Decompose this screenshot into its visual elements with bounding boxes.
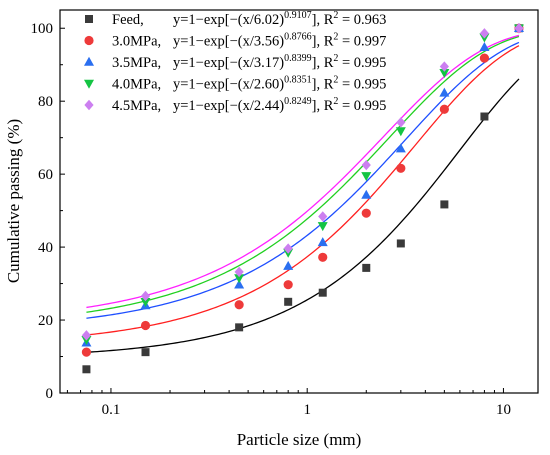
data-point-s3-3	[234, 279, 245, 289]
data-point-s5-2	[140, 290, 151, 302]
y-tick-label: 80	[38, 94, 53, 110]
legend-label: 4.5MPa,	[112, 98, 161, 114]
plot-frame	[59, 9, 539, 394]
data-point-s2-8	[439, 104, 449, 114]
legend: Feed, y=1−exp[−(x/6.02)0.9107], R2 = 0.96…	[84, 10, 386, 114]
data-point-s2-1	[81, 347, 92, 357]
fit-curve-5	[86, 34, 520, 309]
legend-marker	[84, 35, 94, 46]
x-axis-title: Particle size (mm)	[237, 430, 362, 449]
data-point-s5-8	[439, 61, 449, 72]
y-axis-title: Cumulative passing (%)	[4, 119, 23, 283]
legend-equation: y=1−exp[−(x/3.17)0.8399], R2 = 0.995	[173, 53, 386, 71]
data-point-s3-6	[361, 189, 372, 199]
legend-equation: y=1−exp[−(x/6.02)0.9107], R2 = 0.963	[173, 10, 386, 28]
data-point-s3-8	[439, 87, 450, 97]
legend-label: Feed,	[112, 12, 144, 28]
data-point-s2-9	[479, 53, 490, 63]
legend-equation: y=1−exp[−(x/3.56)0.8766], R2 = 0.997	[173, 32, 386, 50]
x-tick-label: 0.1	[102, 402, 121, 418]
data-point-s4-3	[234, 274, 245, 284]
data-point-s5-1	[81, 330, 92, 341]
y-tick-label: 0	[46, 386, 54, 402]
data-point-s5-5	[318, 211, 328, 222]
data-point-s3-9	[479, 42, 490, 52]
legend-label: 3.0MPa,	[112, 34, 161, 50]
legend-equation: y=1−exp[−(x/2.44)0.8249], R2 = 0.995	[173, 96, 386, 114]
data-point-s1-7	[396, 239, 405, 248]
data-point-s3-4	[283, 260, 294, 270]
data-point-s4-8	[439, 68, 450, 78]
data-point-s2-6	[361, 208, 371, 218]
y-tick-label: 40	[38, 240, 53, 256]
axis-ticks: 0 20 40 60 80 100 0.1 1 10	[31, 21, 511, 418]
data-point-s5-4	[283, 243, 293, 254]
legend-label: 4.0MPa,	[112, 77, 161, 93]
data-point-s5-10	[514, 23, 524, 34]
legend-marker	[85, 15, 93, 23]
fit-curve-4	[86, 35, 520, 313]
fit-curve-1	[86, 78, 520, 353]
y-tick-label: 60	[38, 167, 53, 183]
data-point-s1-6	[362, 263, 371, 272]
data-point-s2-7	[396, 163, 406, 173]
data-point-s3-5	[317, 237, 328, 247]
data-point-s2-4	[283, 280, 293, 290]
data-point-s1-1	[82, 365, 91, 374]
data-point-s2-5	[318, 252, 328, 262]
data-point-s2-2	[140, 320, 151, 331]
legend-equation: y=1−exp[−(x/2.60)0.8351], R2 = 0.995	[173, 75, 386, 93]
x-tick-label: 10	[496, 402, 511, 418]
data-point-s1-9	[480, 112, 489, 121]
legend-marker	[84, 56, 94, 66]
data-point-s5-9	[479, 28, 490, 39]
data-point-s1-5	[318, 288, 327, 297]
data-point-s1-4	[284, 297, 293, 306]
data-point-s1-2	[141, 348, 150, 357]
data-point-s5-7	[396, 117, 406, 128]
data-point-s4-7	[395, 127, 406, 137]
y-tick-label: 100	[31, 21, 54, 37]
y-tick-label: 20	[38, 313, 53, 329]
data-point-s2-3	[234, 300, 244, 310]
data-point-s1-8	[440, 200, 449, 209]
data-point-s4-5	[317, 222, 328, 232]
legend-label: 3.5MPa,	[112, 55, 161, 71]
data-point-s5-6	[361, 159, 371, 171]
data-point-s1-3	[235, 323, 244, 332]
data-points	[81, 23, 524, 374]
legend-marker	[84, 99, 94, 111]
x-tick-label: 1	[303, 402, 311, 418]
data-point-s3-7	[395, 143, 406, 153]
legend-marker	[84, 79, 94, 89]
data-point-s4-6	[361, 172, 372, 182]
data-point-s4-2	[140, 298, 151, 308]
data-point-s5-3	[234, 266, 244, 278]
